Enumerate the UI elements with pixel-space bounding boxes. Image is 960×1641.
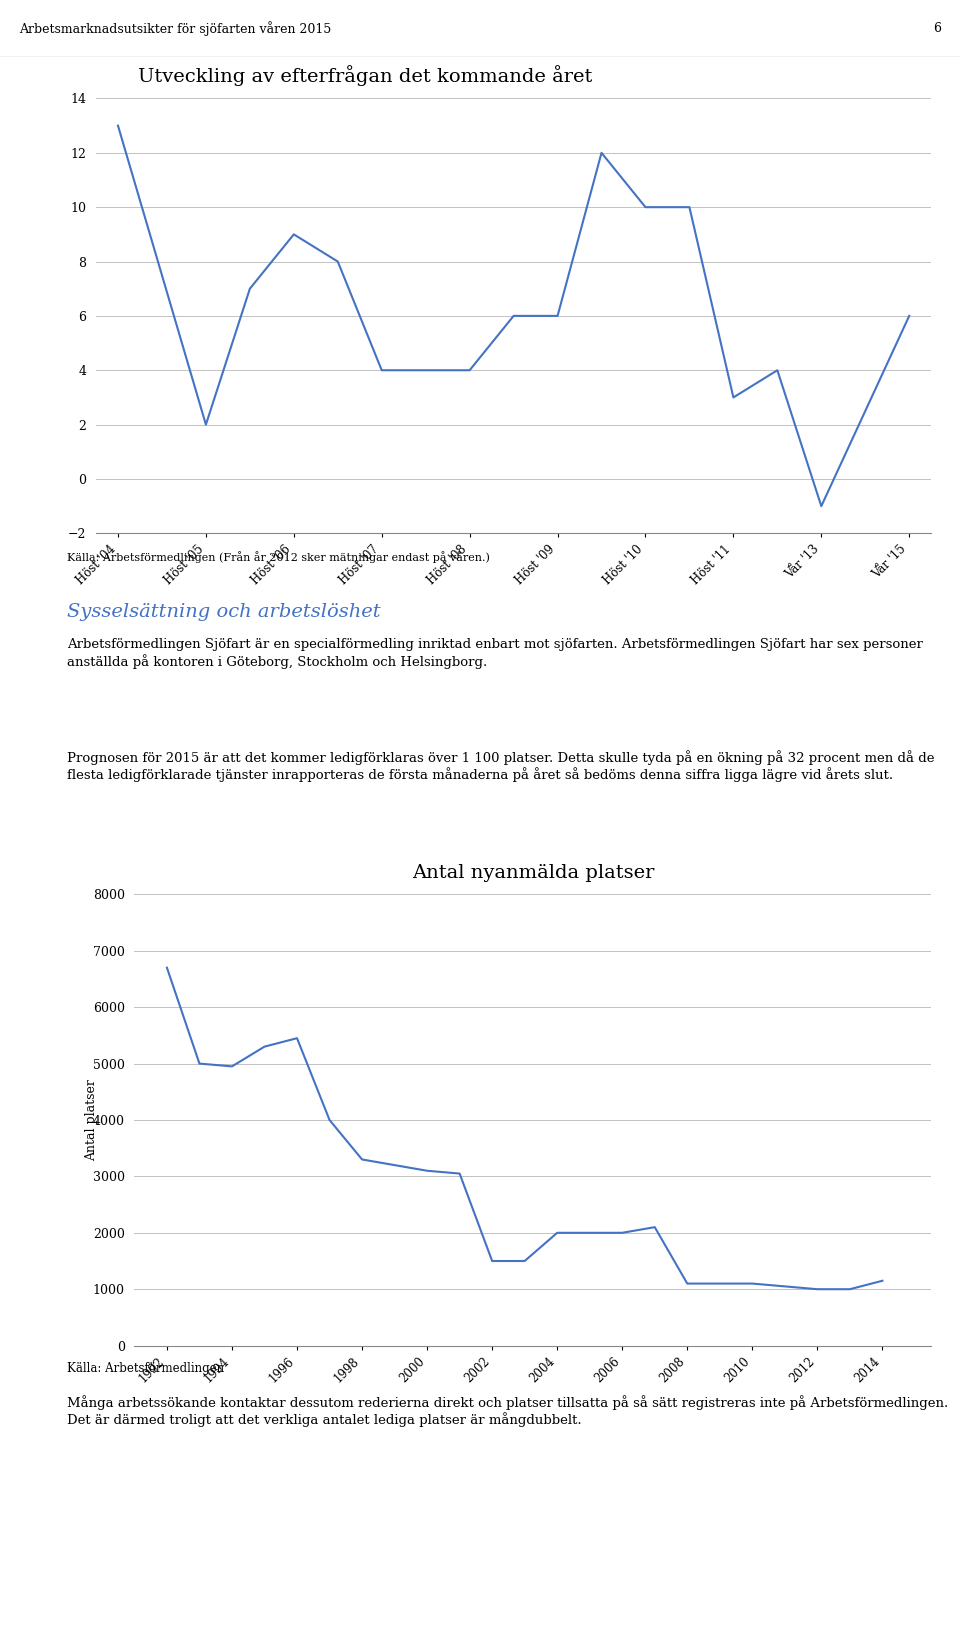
Text: Utveckling av efterfrågan det kommande året: Utveckling av efterfrågan det kommande å…: [138, 66, 592, 85]
Text: Sysselsättning och arbetslöshet: Sysselsättning och arbetslöshet: [67, 604, 381, 620]
Text: Källa: Arbetsförmedlingen: Källa: Arbetsförmedlingen: [67, 1362, 225, 1375]
Text: Prognosen för 2015 är att det kommer ledigförklaras över 1 100 platser. Detta sk: Prognosen för 2015 är att det kommer led…: [67, 750, 935, 783]
Text: Arbetsmarknadsutsikter för sjöfarten våren 2015: Arbetsmarknadsutsikter för sjöfarten vår…: [19, 21, 331, 36]
Title: Antal nyanmälda platser: Antal nyanmälda platser: [412, 863, 654, 881]
Text: Antal platser: Antal platser: [84, 1080, 98, 1160]
Text: Arbetsförmedlingen Sjöfart är en specialförmedling inriktad enbart mot sjöfarten: Arbetsförmedlingen Sjöfart är en special…: [67, 638, 924, 668]
Text: Många arbetssökande kontaktar dessutom rederierna direkt och platser tillsatta p: Många arbetssökande kontaktar dessutom r…: [67, 1395, 948, 1428]
Text: Källa: Arbetsförmedlingen (Från år 2012 sker mätningar endast på våren.): Källa: Arbetsförmedlingen (Från år 2012 …: [67, 551, 490, 563]
Text: 6: 6: [933, 23, 941, 34]
